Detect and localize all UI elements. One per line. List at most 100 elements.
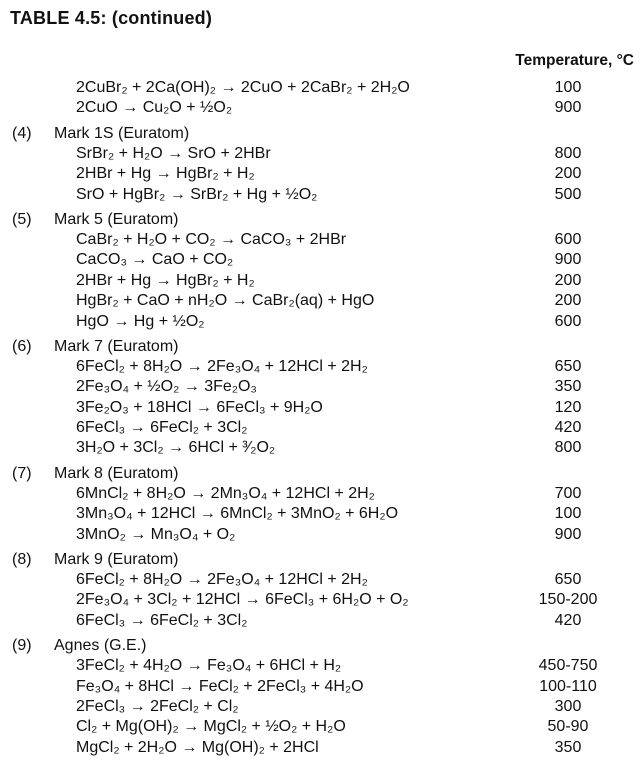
table-row: 6MnCl₂ + 8H₂O → 2Mn₃O₄ + 12HCl + 2H₂ 700: [0, 484, 640, 504]
group-number: (8): [12, 551, 32, 569]
table-row: Cl₂ + Mg(OH)₂ → MgCl₂ + ½O₂ + H₂O 50-90: [0, 717, 640, 737]
reaction-temperature: 700: [554, 484, 582, 502]
reaction-equation: MgCl₂ + 2H₂O → Mg(OH)₂ + 2HCl: [76, 738, 319, 756]
group-header: (4) Mark 1S (Euratom): [0, 123, 640, 144]
group-name: Mark 9 (Euratom): [54, 551, 179, 569]
reaction-temperature: 350: [554, 378, 582, 396]
reaction-temperature: 900: [554, 251, 582, 269]
reaction-temperature: 900: [554, 99, 582, 117]
reaction-equation: HgBr₂ + CaO + nH₂O → CaBr₂(aq) + HgO: [76, 292, 375, 310]
temperature-column-header: Temperature, °C: [515, 52, 634, 69]
group-header: (9) Agnes (G.E.): [0, 635, 640, 656]
reaction-equation: SrO + HgBr₂ → SrBr₂ + Hg + ½O₂: [76, 185, 318, 203]
group-header: (5) Mark 5 (Euratom): [0, 209, 640, 230]
reaction-equation: 6MnCl₂ + 8H₂O → 2Mn₃O₄ + 12HCl + 2H₂: [76, 484, 375, 502]
reaction-temperature: 100: [554, 79, 582, 96]
process-group: (5) Mark 5 (Euratom) CaBr₂ + H₂O + CO₂ → C…: [0, 209, 640, 332]
reaction-temperature: 500: [554, 185, 582, 203]
reaction-temperature: 420: [554, 611, 582, 629]
table-row: Fe₃O₄ + 8HCl → FeCl₂ + 2FeCl₃ + 4H₂O 100-…: [0, 677, 640, 697]
table-row: 6FeCl₃ → 6FeCl₂ + 3Cl₂ 420: [0, 611, 640, 631]
group-number: (5): [12, 210, 32, 228]
reaction-temperature: 100: [554, 505, 582, 523]
table-row: 2CuO → Cu₂O + ½O₂ 900: [0, 98, 640, 118]
reaction-equation: 6FeCl₃ → 6FeCl₂ + 3Cl₂: [76, 419, 248, 437]
reaction-temperature: 100-110: [539, 677, 597, 695]
reaction-equation: Fe₃O₄ + 8HCl → FeCl₂ + 2FeCl₃ + 4H₂O: [76, 677, 364, 695]
process-group: (7) Mark 8 (Euratom) 6MnCl₂ + 8H₂O → 2Mn₃O…: [0, 463, 640, 545]
table-title: TABLE 4.5: (continued): [10, 8, 213, 28]
table-row: SrO + HgBr₂ → SrBr₂ + Hg + ½O₂ 500: [0, 185, 640, 205]
group-header: (7) Mark 8 (Euratom): [0, 463, 640, 484]
table-row: 2Fe₃O₄ + ½O₂ → 3Fe₂O₃ 350: [0, 377, 640, 397]
reaction-equation: 6FeCl₃ → 6FeCl₂ + 3Cl₂: [76, 611, 248, 629]
process-group: (6) Mark 7 (Euratom) 6FeCl₂ + 8H₂O → 2Fe₃O…: [0, 336, 640, 459]
table-row: CaBr₂ + H₂O + CO₂ → CaCO₃ + 2HBr 600: [0, 230, 640, 250]
table-row: 2HBr + Hg → HgBr₂ + H₂ 200: [0, 164, 640, 184]
reaction-temperature: 120: [554, 398, 582, 416]
reaction-temperature: 200: [554, 271, 582, 289]
group-header: (6) Mark 7 (Euratom): [0, 336, 640, 357]
table-row: 3FeCl₂ + 4H₂O → Fe₃O₄ + 6HCl + H₂ 450-750: [0, 656, 640, 676]
table-row: SrBr₂ + H₂O → SrO + 2HBr 800: [0, 144, 640, 164]
process-group: (4) Mark 1S (Euratom) SrBr₂ + H₂O → SrO + …: [0, 123, 640, 205]
table-row: HgBr₂ + CaO + nH₂O → CaBr₂(aq) + HgO 200: [0, 291, 640, 311]
table-row: CaCO₃ → CaO + CO₂ 900: [0, 250, 640, 270]
reaction-temperature: 200: [554, 165, 582, 183]
reaction-temperature: 300: [554, 697, 582, 715]
table-row: 2HBr + Hg → HgBr₂ + H₂ 200: [0, 271, 640, 291]
table-row: 2CuBr₂ + 2Ca(OH)₂ → 2CuO + 2CaBr₂ + 2H₂O…: [0, 78, 640, 98]
reaction-temperature: 600: [554, 312, 582, 330]
group-name: Mark 8 (Euratom): [54, 464, 179, 482]
reaction-temperature: 150-200: [538, 591, 598, 609]
reaction-equation: 2CuO → Cu₂O + ½O₂: [76, 99, 233, 117]
group-name: Mark 1S (Euratom): [54, 124, 190, 142]
reaction-temperature: 450-750: [538, 657, 598, 675]
reaction-equation: 2FeCl₃ → 2FeCl₂ + Cl₂: [76, 697, 239, 715]
reaction-temperature: 50-90: [547, 718, 589, 736]
table-row: 6FeCl₂ + 8H₂O → 2Fe₃O₄ + 12HCl + 2H₂ 650: [0, 357, 640, 377]
table-row: HgO → Hg + ½O₂ 600: [0, 312, 640, 332]
reaction-equation: 6FeCl₂ + 8H₂O → 2Fe₃O₄ + 12HCl + 2H₂: [76, 571, 368, 589]
reaction-equation: 2CuBr₂ + 2Ca(OH)₂ → 2CuO + 2CaBr₂ + 2H₂O: [76, 79, 410, 96]
group-name: Mark 7 (Euratom): [54, 337, 179, 355]
reaction-equation: 2Fe₃O₄ + ½O₂ → 3Fe₂O₃: [76, 378, 257, 396]
reaction-table: 2CuBr₂ + 2Ca(OH)₂ → 2CuO + 2CaBr₂ + 2H₂O…: [0, 78, 640, 758]
group-number: (4): [12, 124, 32, 142]
reaction-equation: Cl₂ + Mg(OH)₂ → MgCl₂ + ½O₂ + H₂O: [76, 718, 346, 736]
reaction-temperature: 200: [554, 292, 582, 310]
reaction-equation: CaCO₃ → CaO + CO₂: [76, 251, 234, 269]
reaction-equation: 3FeCl₂ + 4H₂O → Fe₃O₄ + 6HCl + H₂: [76, 657, 342, 675]
reaction-temperature: 650: [554, 571, 582, 589]
group-number: (6): [12, 337, 32, 355]
reaction-equation: 2Fe₃O₄ + 3Cl₂ + 12HCl → 6FeCl₃ + 6H₂O + …: [76, 591, 409, 609]
table-row: 3MnO₂ → Mn₃O₄ + O₂ 900: [0, 525, 640, 545]
process-group: 2CuBr₂ + 2Ca(OH)₂ → 2CuO + 2CaBr₂ + 2H₂O…: [0, 78, 640, 119]
group-name: Agnes (G.E.): [54, 637, 147, 655]
reaction-equation: 3Mn₃O₄ + 12HCl → 6MnCl₂ + 3MnO₂ + 6H₂O: [76, 505, 399, 523]
group-number: (9): [12, 637, 32, 655]
reaction-equation: 3Fe₂O₃ + 18HCl → 6FeCl₃ + 9H₂O: [76, 398, 323, 416]
table-row: 6FeCl₂ + 8H₂O → 2Fe₃O₄ + 12HCl + 2H₂ 650: [0, 570, 640, 590]
table-row: 2Fe₃O₄ + 3Cl₂ + 12HCl → 6FeCl₃ + 6H₂O + …: [0, 590, 640, 610]
table-row: 2FeCl₃ → 2FeCl₂ + Cl₂ 300: [0, 697, 640, 717]
reaction-equation: 6FeCl₂ + 8H₂O → 2Fe₃O₄ + 12HCl + 2H₂: [76, 357, 368, 375]
reaction-equation: 2HBr + Hg → HgBr₂ + H₂: [76, 271, 255, 289]
reaction-temperature: 800: [554, 439, 582, 457]
table-row: 3Mn₃O₄ + 12HCl → 6MnCl₂ + 3MnO₂ + 6H₂O 10…: [0, 504, 640, 524]
reaction-temperature: 420: [554, 419, 582, 437]
reaction-equation: CaBr₂ + H₂O + CO₂ → CaCO₃ + 2HBr: [76, 230, 347, 248]
group-number: (7): [12, 464, 32, 482]
reaction-equation: 2HBr + Hg → HgBr₂ + H₂: [76, 165, 255, 183]
table-row: 6FeCl₃ → 6FeCl₂ + 3Cl₂ 420: [0, 418, 640, 438]
process-group: (8) Mark 9 (Euratom) 6FeCl₂ + 8H₂O → 2Fe₃O…: [0, 549, 640, 631]
process-group: (9) Agnes (G.E.) 3FeCl₂ + 4H₂O → Fe₃O₄ + 6…: [0, 635, 640, 758]
reaction-temperature: 900: [554, 525, 582, 543]
table-row: 3H₂O + 3Cl₂ → 6HCl + ³⁄₂O₂ 800: [0, 438, 640, 458]
reaction-temperature: 650: [554, 357, 582, 375]
reaction-equation: HgO → Hg + ½O₂: [76, 312, 205, 330]
group-header: (8) Mark 9 (Euratom): [0, 549, 640, 570]
reaction-temperature: 600: [554, 230, 582, 248]
table-row: 3Fe₂O₃ + 18HCl → 6FeCl₃ + 9H₂O 120: [0, 398, 640, 418]
reaction-equation: SrBr₂ + H₂O → SrO + 2HBr: [76, 144, 271, 162]
